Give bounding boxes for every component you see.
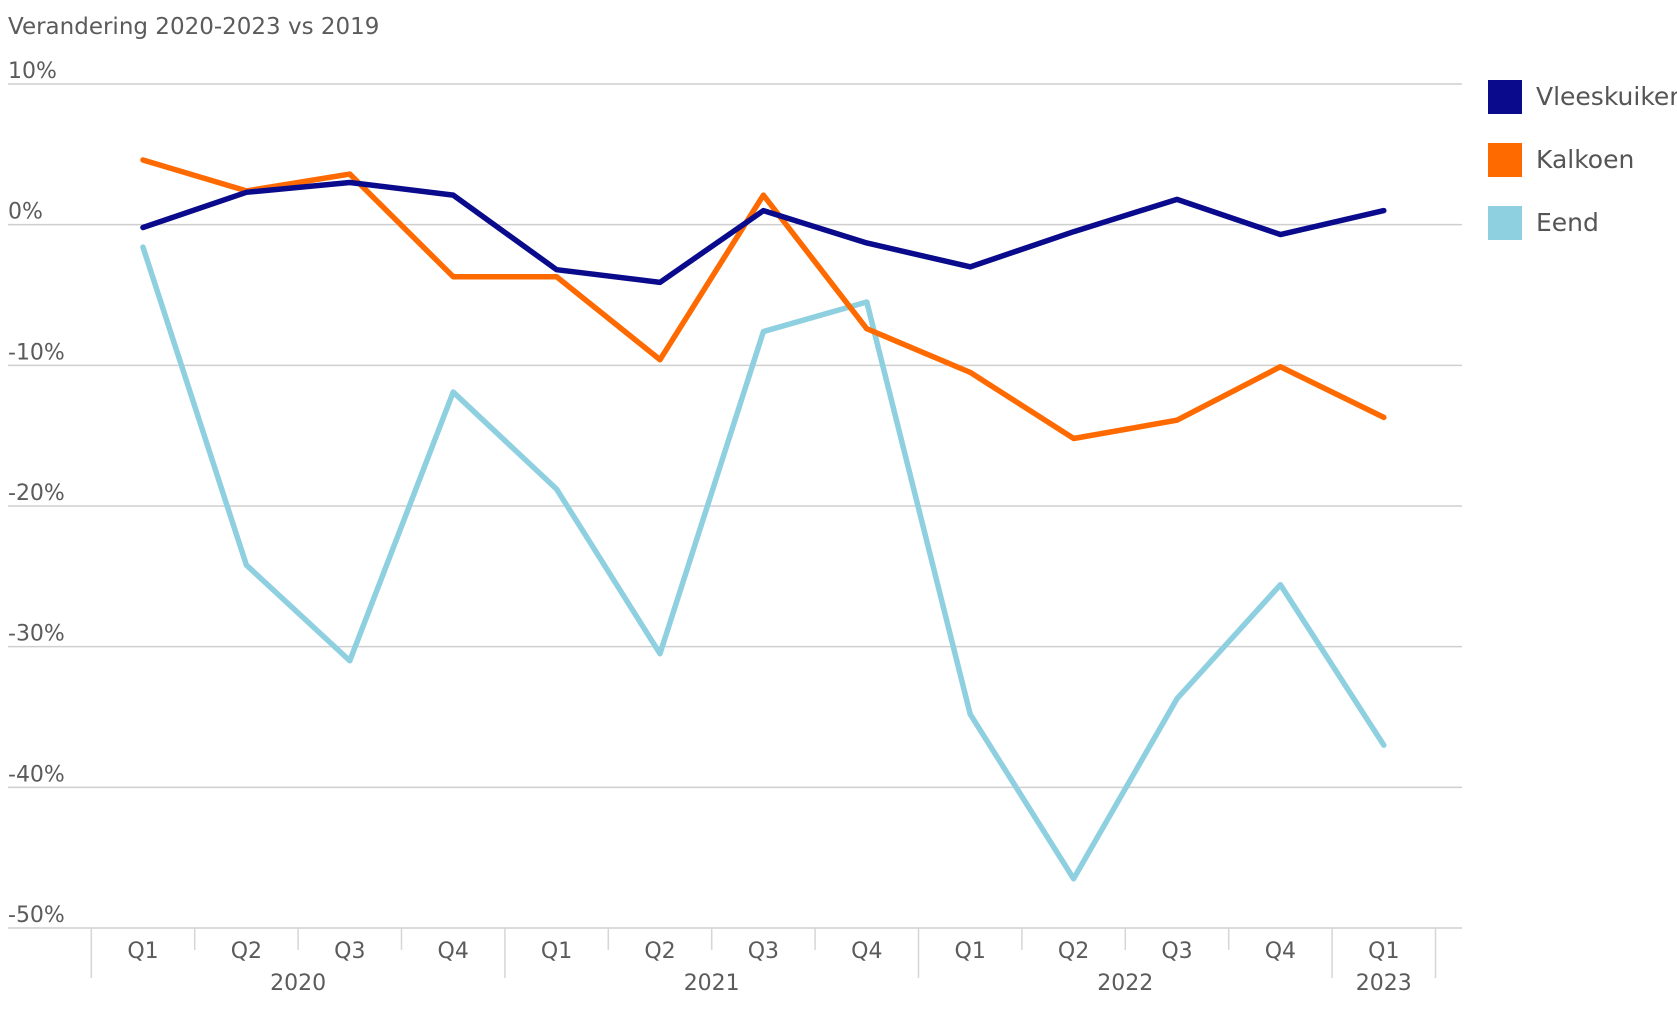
x-tick-label: Q1	[127, 939, 158, 964]
y-tick-label: -30%	[8, 622, 65, 647]
chart-title: Verandering 2020-2023 vs 2019	[8, 14, 380, 40]
x-group-label: 2022	[1097, 971, 1153, 996]
x-tick-label: Q1	[1368, 939, 1399, 964]
legend-swatch-kalkoen	[1488, 143, 1522, 177]
legend-label-eend: Eend	[1536, 208, 1599, 237]
series-line-vleeskuiken	[140, 179, 1387, 286]
x-group-label: 2021	[684, 971, 740, 996]
x-tick-label: Q1	[955, 939, 986, 964]
y-tick-label: -20%	[8, 481, 65, 506]
x-tick-label: Q2	[231, 939, 262, 964]
legend: Vleeskuiken Kalkoen Eend	[1488, 80, 1677, 269]
x-tick-label: Q1	[541, 939, 572, 964]
legend-swatch-eend	[1488, 206, 1522, 240]
legend-item-kalkoen: Kalkoen	[1488, 143, 1677, 206]
x-tick-label: Q3	[748, 939, 779, 964]
legend-swatch-vleeskuiken	[1488, 80, 1522, 114]
x-tick-label: Q4	[1265, 939, 1296, 964]
x-tick-label: Q3	[334, 939, 365, 964]
y-tick-label: 0%	[8, 200, 43, 225]
legend-label-kalkoen: Kalkoen	[1536, 145, 1635, 174]
legend-item-eend: Eend	[1488, 206, 1677, 269]
legend-label-vleeskuiken: Vleeskuiken	[1536, 82, 1677, 111]
y-tick-label: -40%	[8, 762, 65, 787]
x-group-label: 2023	[1356, 971, 1412, 996]
y-tick-label: 10%	[8, 59, 57, 84]
x-group-label: 2020	[270, 971, 326, 996]
y-tick-label: -10%	[8, 340, 65, 365]
legend-item-vleeskuiken: Vleeskuiken	[1488, 80, 1677, 143]
x-tick-label: Q3	[1161, 939, 1192, 964]
series-line-kalkoen	[140, 157, 1387, 442]
y-tick-label: -50%	[8, 903, 65, 928]
series-line-eend	[140, 244, 1387, 882]
x-tick-label: Q4	[851, 939, 882, 964]
x-tick-label: Q2	[1058, 939, 1089, 964]
x-tick-label: Q4	[438, 939, 469, 964]
x-tick-label: Q2	[644, 939, 675, 964]
